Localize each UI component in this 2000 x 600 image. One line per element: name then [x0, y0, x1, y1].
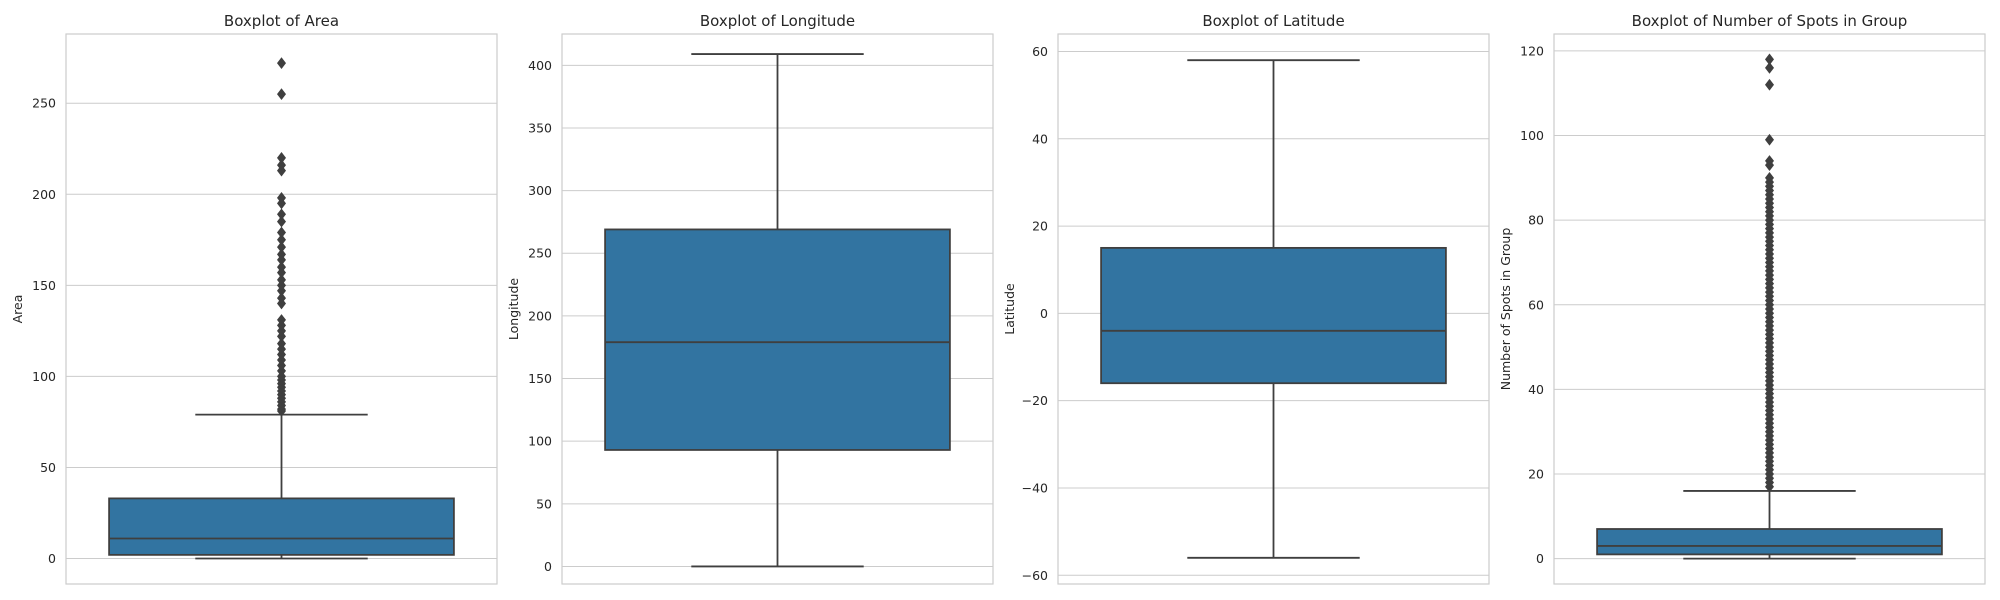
- chart-title: Boxplot of Longitude: [700, 12, 855, 30]
- y-tick-label: 40: [1528, 382, 1544, 397]
- y-tick-label: −60: [1022, 568, 1048, 583]
- y-tick-label: 150: [528, 371, 552, 386]
- iqr-box: [604, 228, 951, 451]
- outlier-marker: [1765, 53, 1774, 66]
- outlier-marker: [277, 337, 286, 350]
- y-tick-label: 0: [1536, 551, 1544, 566]
- outlier-marker: [277, 151, 286, 164]
- y-tick-label: −20: [1022, 393, 1048, 408]
- y-tick-label: 80: [1528, 213, 1544, 228]
- y-tick-label: 0: [1040, 306, 1048, 321]
- outlier-marker: [277, 226, 286, 239]
- chart-panel-1: 0 50 100 150 200 250 Boxplot of Area Area: [10, 12, 498, 585]
- outlier-marker: [1765, 78, 1774, 91]
- chart-title: Boxplot of Number of Spots in Group: [1632, 12, 1908, 30]
- y-tick-label: 60: [1032, 44, 1048, 59]
- y-tick-label: 400: [528, 58, 552, 73]
- outlier-marker: [1765, 171, 1774, 184]
- y-axis-label: Area: [10, 295, 25, 324]
- y-tick-label: 50: [40, 460, 56, 475]
- y-tick-label: 20: [1032, 219, 1048, 234]
- y-tick-label: 100: [528, 434, 552, 449]
- y-tick-label: 200: [528, 308, 552, 323]
- plot-frame: [561, 33, 994, 585]
- iqr-box: [1100, 246, 1447, 385]
- outlier-marker: [277, 88, 286, 100]
- y-tick-label: 200: [32, 187, 56, 202]
- y-tick-label: 250: [528, 246, 552, 261]
- y-tick-label: 20: [1528, 467, 1544, 482]
- outlier-marker: [277, 233, 286, 246]
- outlier-marker: [277, 159, 286, 171]
- chart-panel-4: 0 20 40 60 80 100 120 Boxplot of Number of Spot…: [1498, 12, 1986, 585]
- outlier-marker: [277, 208, 286, 221]
- y-tick-label: 150: [32, 278, 56, 293]
- outlier-marker: [277, 261, 286, 273]
- outlier-marker: [277, 292, 286, 304]
- y-axis-label: Longitude: [506, 278, 521, 340]
- y-tick-label: 300: [528, 183, 552, 198]
- outlier-marker: [277, 248, 286, 261]
- y-tick-label: 250: [32, 96, 56, 111]
- outlier-marker: [277, 192, 286, 204]
- y-axis-label: Latitude: [1002, 283, 1017, 335]
- outlier-marker: [277, 241, 286, 253]
- y-tick-label: 350: [528, 120, 552, 135]
- plot-frame: [65, 33, 498, 585]
- y-axis-label: Number of Spots in Group: [1498, 228, 1513, 391]
- iqr-box: [108, 497, 455, 556]
- plot-frame: [1553, 33, 1986, 585]
- outlier-marker: [277, 314, 286, 326]
- outlier-marker: [1765, 133, 1774, 146]
- y-tick-label: 0: [48, 551, 56, 566]
- outlier-marker: [277, 215, 286, 228]
- plot-frame: [1057, 33, 1490, 585]
- outlier-marker: [1765, 155, 1774, 167]
- chart-title: Boxplot of Latitude: [1202, 12, 1344, 30]
- chart-panel-3: −60 −40 −20 0 20 40 60 Boxplot of Latitude Latit…: [1002, 12, 1490, 585]
- iqr-box: [1596, 528, 1943, 556]
- y-tick-label: 0: [544, 559, 552, 574]
- y-tick-label: −40: [1022, 480, 1048, 495]
- y-tick-label: 100: [32, 369, 56, 384]
- chart-panel-2: 0 50 100 150 200 250 300 350 400 Boxplot of Longi…: [506, 12, 994, 585]
- outlier-marker: [277, 274, 286, 286]
- outlier-marker: [277, 57, 286, 69]
- y-tick-label: 60: [1528, 297, 1544, 312]
- y-tick-label: 100: [1520, 128, 1544, 143]
- y-tick-label: 50: [536, 496, 552, 511]
- chart-title: Boxplot of Area: [224, 12, 339, 30]
- y-tick-label: 40: [1032, 131, 1048, 146]
- outlier-marker: [1765, 61, 1774, 74]
- y-tick-label: 120: [1520, 43, 1544, 58]
